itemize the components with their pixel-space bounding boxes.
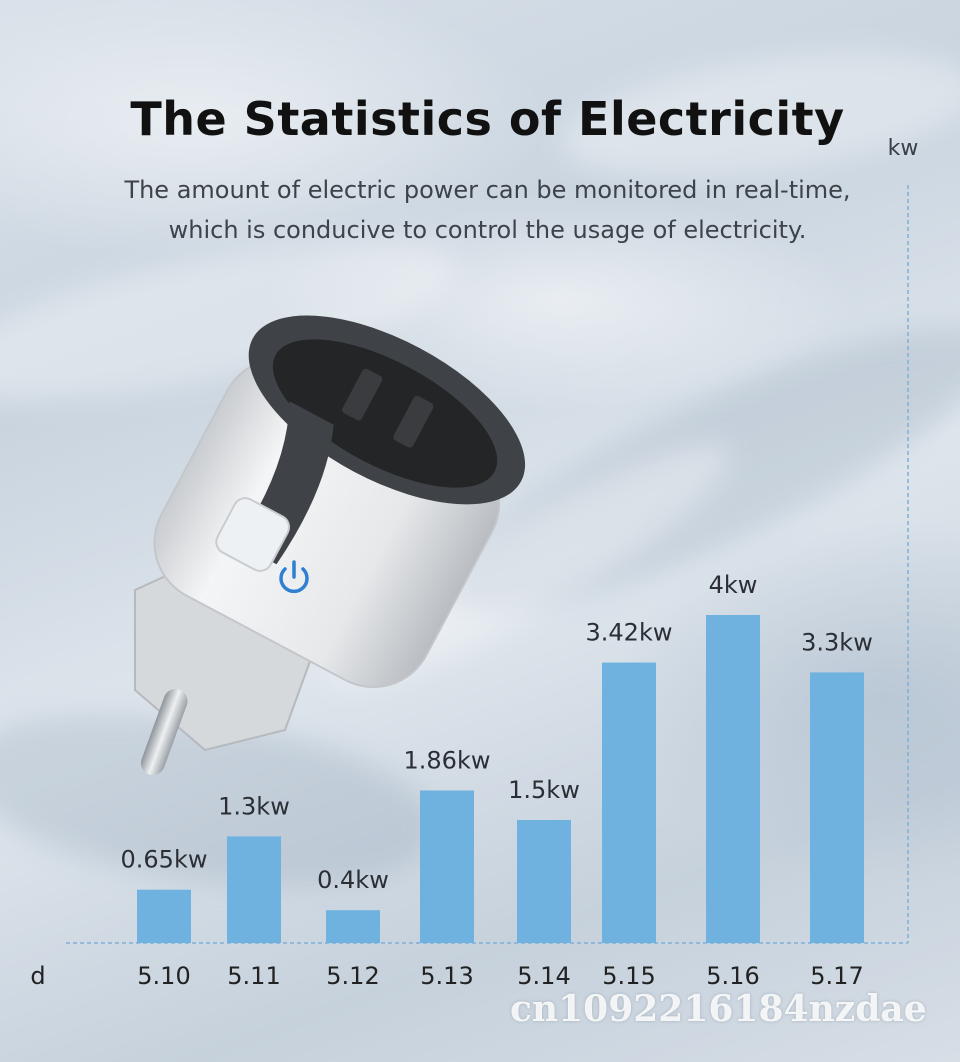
x-tick-label: 5.15 (602, 962, 655, 990)
bar-data-label: 4kw (709, 571, 758, 599)
bar (227, 836, 281, 943)
bar-data-label: 3.42kw (586, 619, 673, 647)
bar (810, 672, 864, 943)
bar (420, 790, 474, 943)
bar (517, 820, 571, 943)
smart-plug-icon (134, 315, 526, 776)
page-subtitle-line-2: which is conducive to control the usage … (168, 216, 807, 244)
bar-data-label: 1.5kw (508, 776, 580, 804)
x-tick-label: 5.11 (227, 962, 280, 990)
page-subtitle-line-1: The amount of electric power can be moni… (124, 176, 851, 204)
x-tick-label: 5.16 (706, 962, 759, 990)
page-title: The Statistics of Electricity (130, 92, 845, 146)
x-tick-label: 5.12 (326, 962, 379, 990)
bar-data-label: 0.65kw (121, 846, 208, 874)
x-tick-label: 5.10 (137, 962, 190, 990)
x-tick-label: 5.17 (810, 962, 863, 990)
x-axis-label: d (30, 962, 45, 990)
x-tick-label: 5.13 (420, 962, 473, 990)
y-axis-label: kw (888, 136, 919, 161)
x-tick-label: 5.14 (517, 962, 570, 990)
bar (326, 910, 380, 943)
bar (602, 662, 656, 943)
bar-data-label: 3.3kw (801, 628, 873, 656)
bar-data-label: 1.3kw (218, 792, 290, 820)
power-icon (279, 560, 309, 594)
bar (137, 889, 191, 943)
bar-data-label: 0.4kw (317, 866, 389, 894)
watermark: cn1092216184nzdae (510, 988, 927, 1030)
bar-data-label: 1.86kw (404, 746, 491, 774)
bar (706, 615, 760, 943)
